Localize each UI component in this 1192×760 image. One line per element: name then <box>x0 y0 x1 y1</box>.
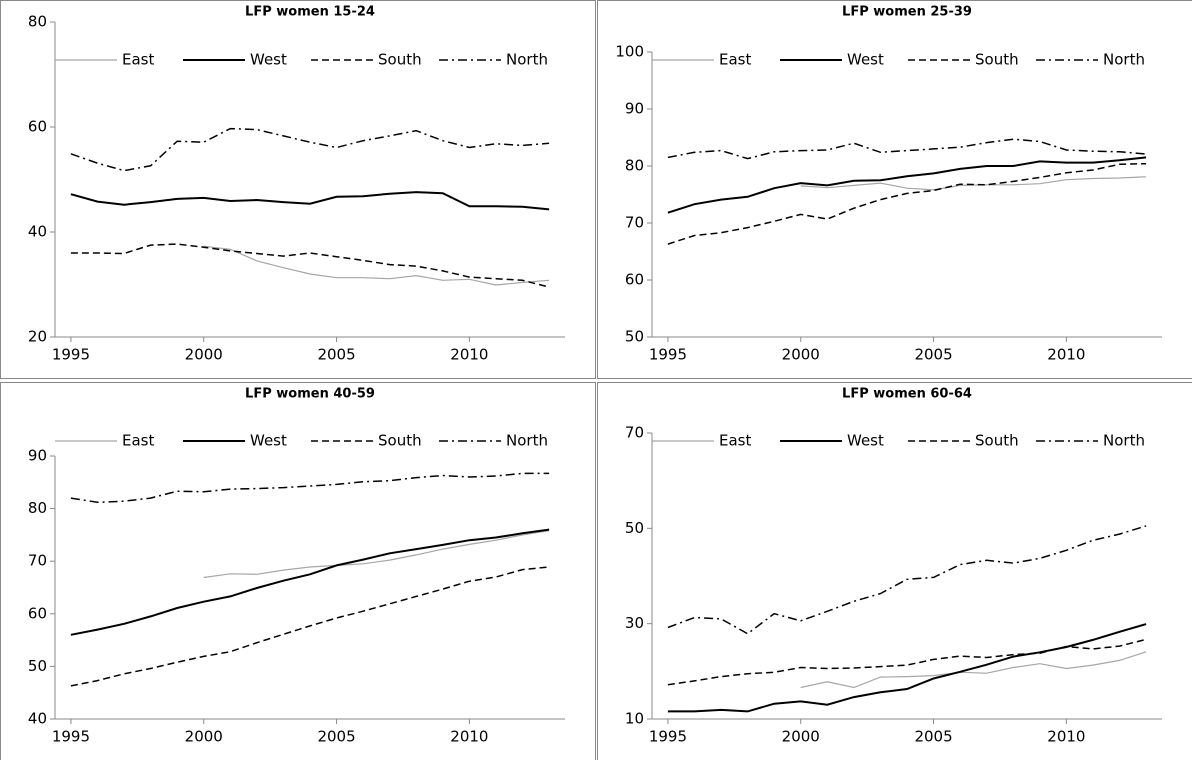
y-tick-label: 60 <box>28 604 47 622</box>
y-tick-label: 50 <box>625 328 644 346</box>
y-tick-label: 80 <box>28 13 47 31</box>
legend-label: East <box>719 51 751 69</box>
y-tick-label: 100 <box>615 43 644 61</box>
chart-title: LFP women 25-39 <box>842 5 972 20</box>
legend-label: North <box>506 51 548 69</box>
y-tick-label: 20 <box>28 328 47 346</box>
panel-border <box>0 382 596 760</box>
y-tick-label: 70 <box>625 424 644 442</box>
y-tick-label: 30 <box>625 614 644 632</box>
x-tick-label: 2005 <box>914 728 952 746</box>
chart-panel: LFP women 40-59 40 50 60 70 80 90 1995 2000 2005 2… <box>0 382 596 760</box>
y-tick-label: 90 <box>28 447 47 465</box>
y-tick-label: 40 <box>28 710 47 728</box>
series-line <box>70 243 550 288</box>
chart-panel: LFP women 25-39 50 60 70 80 90 100 1995 2000 2005… <box>597 0 1192 379</box>
y-tick-label: 50 <box>28 657 47 675</box>
y-tick-label: 50 <box>625 519 644 537</box>
series-line <box>70 528 550 636</box>
series-line <box>667 525 1147 635</box>
chart-panel: LFP women 15-24 20 40 60 80 1995 2000 2005 2010 E… <box>0 0 596 379</box>
series-line <box>70 472 550 504</box>
series-line <box>70 191 550 211</box>
series-line <box>70 127 550 172</box>
x-tick-label: 2000 <box>185 346 223 364</box>
legend-label: South <box>975 51 1019 69</box>
x-tick-label: 2005 <box>317 346 355 364</box>
legend-label: West <box>847 51 884 69</box>
series-line <box>800 651 1147 689</box>
series-line <box>203 530 550 579</box>
legend-label: South <box>975 432 1019 450</box>
series-line <box>667 138 1147 160</box>
y-tick-label: 60 <box>28 118 47 136</box>
legend-label: East <box>719 432 751 450</box>
legend-label: West <box>250 51 287 69</box>
x-tick-label: 2000 <box>782 346 820 364</box>
legend-label: North <box>1103 432 1145 450</box>
y-tick-label: 70 <box>625 214 644 232</box>
x-tick-label: 2010 <box>450 728 488 746</box>
series-line <box>70 566 550 687</box>
y-tick-label: 80 <box>28 499 47 517</box>
y-tick-label: 70 <box>28 552 47 570</box>
series-line <box>800 176 1147 191</box>
series-line <box>667 638 1147 686</box>
x-tick-label: 1995 <box>52 346 90 364</box>
x-tick-label: 2000 <box>185 728 223 746</box>
y-tick-label: 80 <box>625 157 644 175</box>
legend-label: West <box>250 432 287 450</box>
chart-title: LFP women 15-24 <box>245 5 375 20</box>
series-line <box>203 245 550 286</box>
legend-label: West <box>847 432 884 450</box>
x-tick-label: 2000 <box>782 728 820 746</box>
legend-label: East <box>122 51 154 69</box>
x-tick-label: 2005 <box>914 346 952 364</box>
y-tick-label: 10 <box>625 710 644 728</box>
chart-panel: LFP women 60-64 10 30 50 70 1995 2000 2005 2010 E… <box>597 382 1192 760</box>
x-tick-label: 2010 <box>450 346 488 364</box>
x-tick-label: 2005 <box>317 728 355 746</box>
x-tick-label: 2010 <box>1047 346 1085 364</box>
legend-label: South <box>378 51 422 69</box>
panel-border <box>597 0 1192 379</box>
x-tick-label: 1995 <box>649 728 687 746</box>
legend-label: East <box>122 432 154 450</box>
series-line <box>667 162 1147 245</box>
legend-label: South <box>378 432 422 450</box>
x-tick-label: 1995 <box>52 728 90 746</box>
legend-label: North <box>506 432 548 450</box>
y-tick-label: 90 <box>625 100 644 118</box>
chart-title: LFP women 40-59 <box>245 387 375 402</box>
x-tick-label: 2010 <box>1047 728 1085 746</box>
y-tick-label: 60 <box>625 271 644 289</box>
chart-title: LFP women 60-64 <box>842 387 972 402</box>
panel-border <box>0 0 596 379</box>
x-tick-label: 1995 <box>649 346 687 364</box>
panel-border <box>597 382 1192 760</box>
series-line <box>667 156 1147 214</box>
legend-label: North <box>1103 51 1145 69</box>
y-tick-label: 40 <box>28 223 47 241</box>
